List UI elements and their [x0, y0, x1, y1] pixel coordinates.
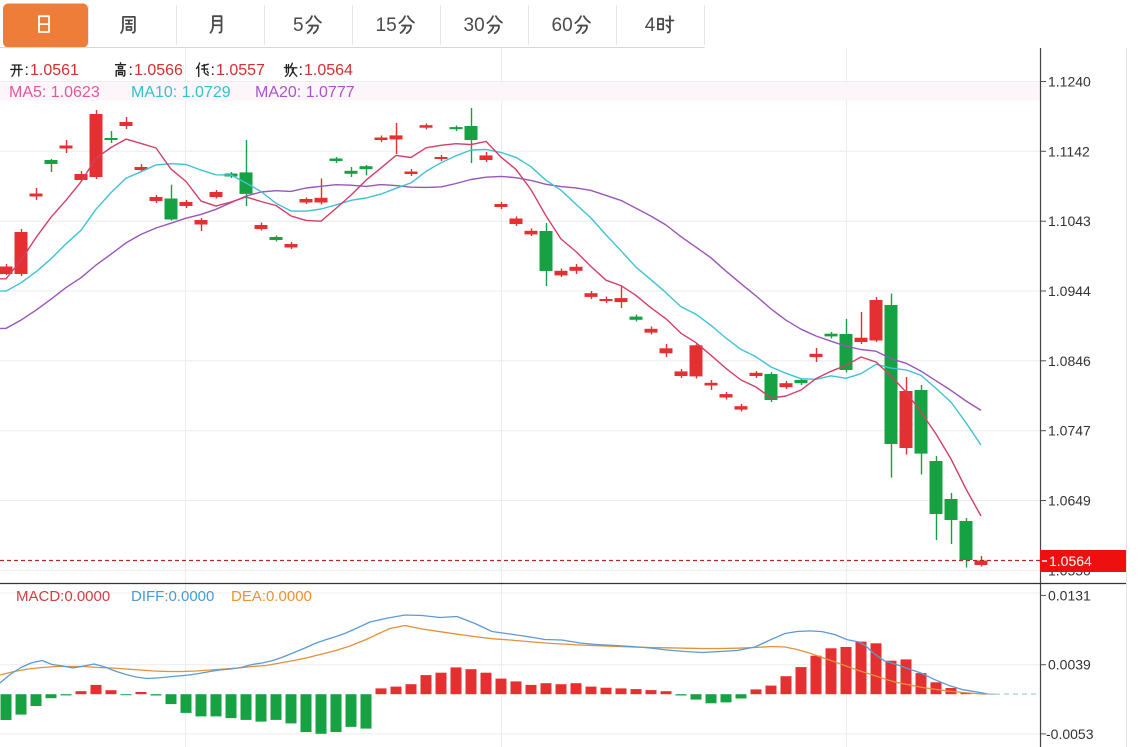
svg-text::: : [299, 62, 303, 79]
svg-text:30: 30 [464, 15, 485, 36]
svg-text:MACD:0.0000: MACD:0.0000 [16, 588, 110, 605]
svg-text:MA20: 1.0777: MA20: 1.0777 [255, 84, 355, 101]
svg-text:1.0566: 1.0566 [134, 62, 183, 79]
svg-text:1.1240: 1.1240 [1048, 74, 1091, 90]
svg-text:DEA:0.0000: DEA:0.0000 [231, 588, 312, 605]
svg-text:5: 5 [293, 15, 304, 36]
svg-text:0.0039: 0.0039 [1048, 657, 1091, 673]
svg-text:1.0564: 1.0564 [304, 62, 353, 79]
svg-text:1.1043: 1.1043 [1048, 213, 1091, 229]
svg-text::: : [25, 62, 29, 79]
svg-text::: : [211, 62, 215, 79]
svg-text::: : [129, 62, 133, 79]
svg-text:60: 60 [552, 15, 573, 36]
svg-text:1.0649: 1.0649 [1048, 493, 1091, 509]
svg-text:1.0944: 1.0944 [1048, 283, 1091, 299]
svg-text:1.0747: 1.0747 [1048, 423, 1091, 439]
svg-text:1.0846: 1.0846 [1048, 353, 1091, 369]
svg-text:-0.0053: -0.0053 [1046, 726, 1094, 742]
svg-text:1.0557: 1.0557 [216, 62, 265, 79]
svg-text:15: 15 [376, 15, 397, 36]
svg-text:MA5: 1.0623: MA5: 1.0623 [9, 84, 100, 101]
svg-text:MA10: 1.0729: MA10: 1.0729 [131, 84, 231, 101]
svg-text:0.0131: 0.0131 [1048, 587, 1091, 603]
svg-text:DIFF:0.0000: DIFF:0.0000 [131, 588, 214, 605]
svg-text:4: 4 [645, 15, 656, 36]
svg-text:1.1142: 1.1142 [1048, 143, 1090, 159]
svg-text:1.0564: 1.0564 [1049, 553, 1092, 569]
svg-text:1.0561: 1.0561 [30, 62, 79, 79]
